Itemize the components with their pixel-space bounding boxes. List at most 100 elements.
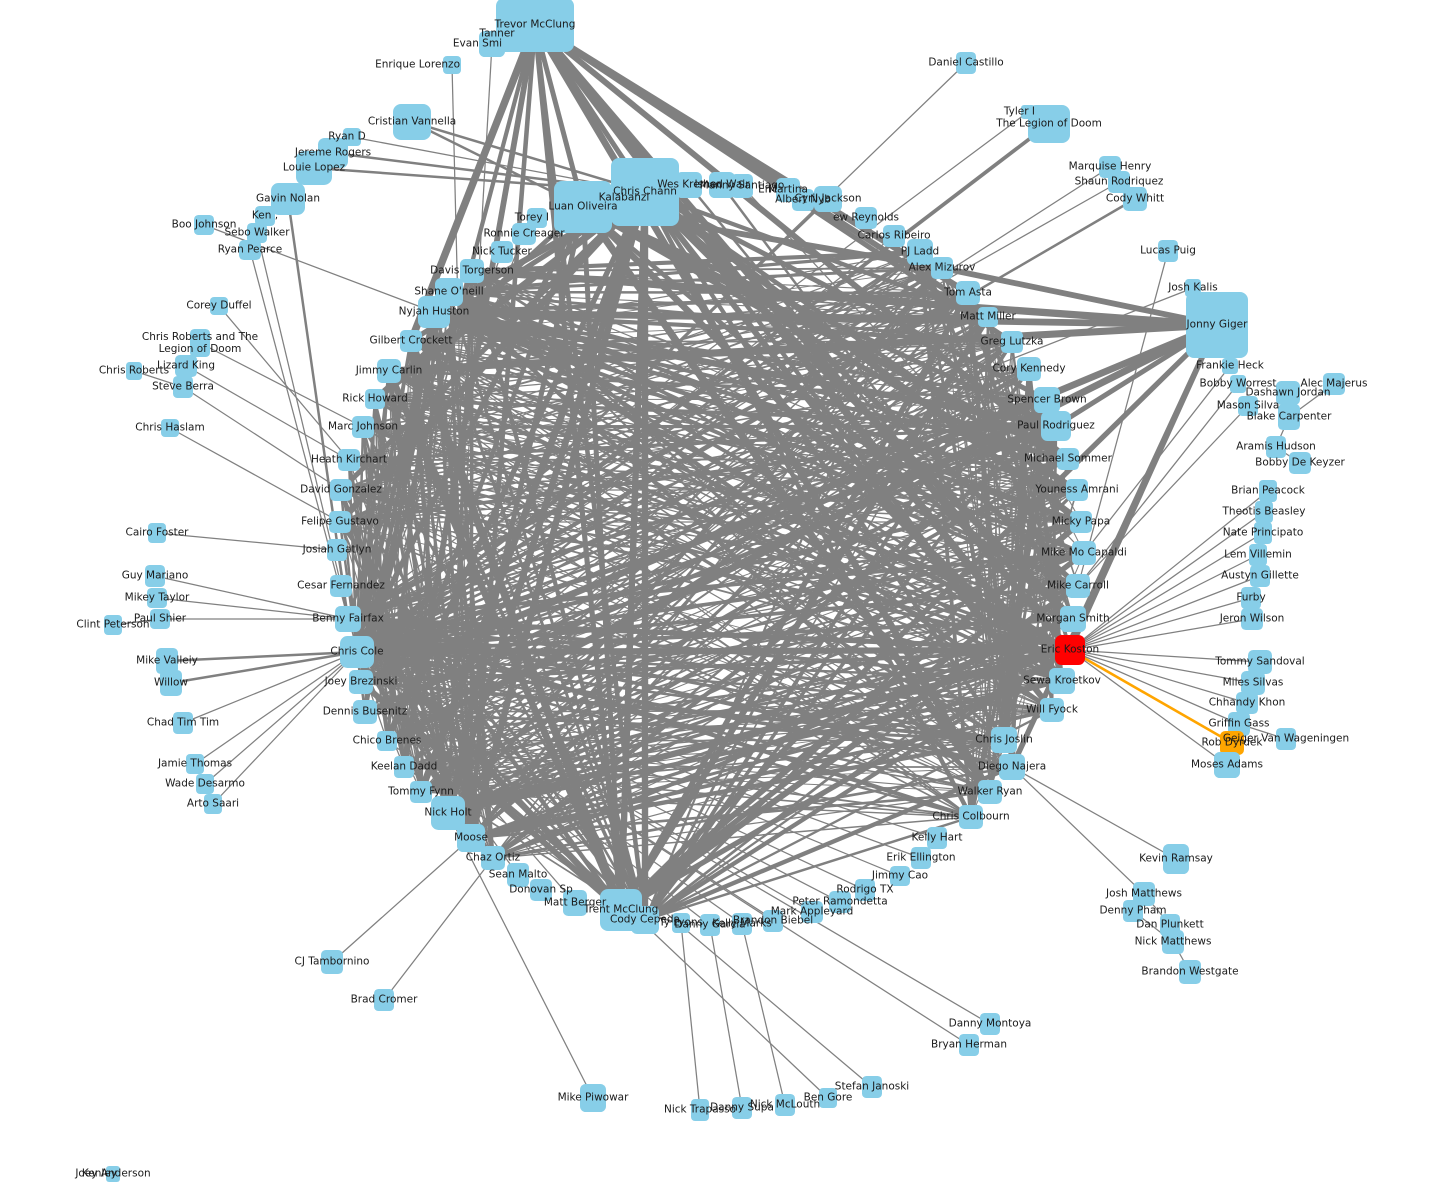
graph-node[interactable] — [507, 863, 529, 887]
graph-node[interactable] — [819, 1088, 837, 1108]
graph-node[interactable] — [1017, 357, 1041, 381]
graph-node[interactable] — [186, 754, 204, 774]
graph-node[interactable] — [1236, 692, 1258, 714]
graph-node[interactable] — [1238, 396, 1258, 416]
graph-node[interactable] — [512, 223, 536, 245]
graph-node[interactable] — [907, 239, 933, 265]
graph-node[interactable] — [175, 355, 197, 377]
graph-node[interactable] — [271, 183, 305, 215]
graph-node[interactable] — [1289, 452, 1311, 474]
graph-node[interactable] — [106, 1166, 120, 1182]
graph-node[interactable] — [991, 727, 1017, 753]
graph-node[interactable] — [173, 712, 193, 734]
graph-node[interactable] — [330, 479, 352, 501]
graph-node[interactable] — [959, 1034, 979, 1056]
graph-node[interactable] — [1001, 331, 1023, 353]
graph-node[interactable] — [335, 606, 361, 632]
graph-node[interactable] — [956, 52, 976, 74]
graph-node[interactable] — [883, 225, 905, 247]
graph-node[interactable] — [829, 891, 851, 913]
graph-node[interactable] — [104, 615, 122, 635]
graph-node[interactable] — [443, 56, 461, 74]
graph-node[interactable] — [147, 588, 167, 608]
graph-node[interactable] — [491, 241, 513, 263]
graph-node[interactable] — [530, 879, 552, 901]
graph-node[interactable] — [496, 0, 574, 52]
graph-node[interactable] — [340, 636, 374, 668]
graph-node[interactable] — [1220, 731, 1244, 755]
graph-node[interactable] — [709, 172, 735, 198]
graph-node[interactable] — [1123, 187, 1147, 211]
graph-node[interactable] — [855, 879, 875, 901]
graph-node[interactable] — [296, 151, 332, 185]
graph-node[interactable] — [239, 240, 261, 260]
graph-node[interactable] — [1158, 240, 1178, 262]
graph-node[interactable] — [1241, 671, 1265, 695]
graph-node[interactable] — [862, 1076, 882, 1098]
graph-node[interactable] — [1028, 105, 1070, 143]
graph-node[interactable] — [1228, 712, 1250, 736]
graph-node[interactable] — [479, 31, 505, 57]
graph-node[interactable] — [700, 914, 720, 936]
graph-node[interactable] — [956, 281, 980, 305]
graph-node[interactable] — [1179, 960, 1201, 984]
graph-node[interactable] — [255, 206, 275, 226]
graph-node[interactable] — [978, 780, 1002, 804]
graph-node[interactable] — [1259, 480, 1277, 502]
graph-node[interactable] — [1123, 900, 1143, 922]
graph-node[interactable] — [814, 186, 842, 212]
graph-node[interactable] — [410, 781, 432, 803]
graph-node[interactable] — [1070, 511, 1092, 533]
graph-node[interactable] — [1072, 541, 1096, 565]
graph-node[interactable] — [400, 330, 422, 352]
graph-node[interactable] — [1249, 544, 1267, 566]
graph-node[interactable] — [1162, 930, 1184, 954]
graph-node[interactable] — [1214, 752, 1240, 778]
graph-node[interactable] — [173, 376, 193, 398]
graph-node[interactable] — [365, 389, 385, 409]
graph-node[interactable] — [1276, 381, 1300, 405]
graph-node[interactable] — [1163, 844, 1189, 874]
graph-node[interactable] — [732, 1097, 752, 1119]
graph-node[interactable] — [1057, 448, 1079, 470]
graph-node[interactable] — [329, 511, 351, 533]
graph-node[interactable] — [374, 989, 394, 1011]
graph-node[interactable] — [1241, 587, 1261, 609]
graph-node[interactable] — [156, 648, 178, 674]
graph-node[interactable] — [321, 950, 343, 974]
graph-node[interactable] — [330, 575, 352, 597]
graph-node[interactable] — [352, 416, 374, 438]
graph-node[interactable] — [775, 1094, 795, 1116]
graph-node[interactable] — [353, 700, 377, 724]
graph-node[interactable] — [377, 359, 401, 383]
graph-node[interactable] — [126, 362, 142, 380]
graph-node[interactable] — [1250, 565, 1270, 587]
graph-node[interactable] — [194, 215, 214, 235]
graph-node[interactable] — [145, 565, 165, 587]
graph-node[interactable] — [855, 207, 877, 229]
graph-node[interactable] — [204, 794, 222, 814]
graph-node[interactable] — [731, 174, 753, 198]
graph-node[interactable] — [247, 223, 267, 243]
graph-node[interactable] — [190, 329, 210, 357]
graph-node[interactable] — [418, 296, 450, 328]
graph-node[interactable] — [1034, 387, 1060, 413]
graph-node[interactable] — [732, 913, 752, 935]
graph-node[interactable] — [999, 754, 1025, 780]
graph-node[interactable] — [801, 901, 823, 923]
graph-node[interactable] — [377, 731, 397, 751]
graph-node[interactable] — [1041, 411, 1071, 441]
graph-node[interactable] — [457, 824, 485, 852]
graph-node[interactable] — [792, 189, 814, 211]
graph-node[interactable] — [150, 609, 170, 629]
graph-node[interactable] — [349, 670, 373, 694]
graph-node[interactable] — [160, 670, 182, 696]
graph-node[interactable] — [148, 523, 166, 543]
graph-node[interactable] — [1248, 650, 1272, 674]
graph-node[interactable] — [1323, 373, 1345, 395]
graph-node[interactable] — [1278, 404, 1300, 430]
graph-node[interactable] — [931, 257, 953, 279]
graph-node[interactable] — [1222, 358, 1238, 374]
graph-node[interactable] — [980, 1013, 1000, 1035]
